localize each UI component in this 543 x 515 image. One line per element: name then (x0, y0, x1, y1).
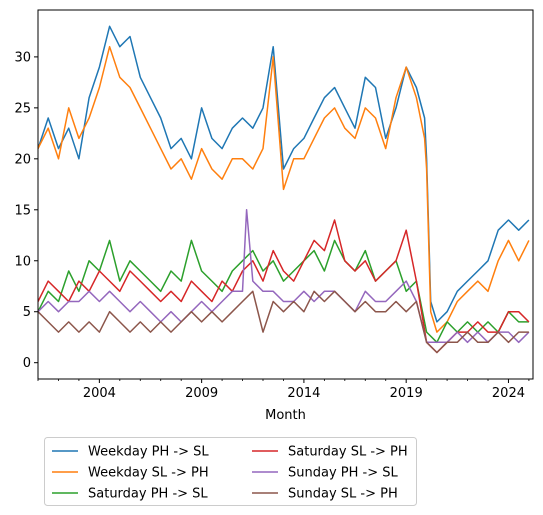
legend-box (44, 437, 417, 506)
y-tick-label: 20 (14, 152, 31, 167)
series-line-2 (38, 45, 530, 333)
x-axis-label: Month (265, 408, 306, 423)
legend-label: Saturday SL -> PH (288, 445, 408, 460)
legend-label: Saturday PH -> SL (88, 487, 208, 502)
series-line-5 (38, 209, 530, 344)
y-tick-label: 30 (14, 50, 31, 65)
legend-label: Weekday SL -> PH (88, 466, 209, 481)
x-tick-label: 2024 (492, 386, 525, 401)
y-tick-label: 0 (23, 356, 31, 371)
legend-label: Sunday SL -> PH (288, 487, 398, 502)
series-line-3 (38, 239, 529, 344)
x-tick-label: 2004 (83, 386, 116, 401)
y-tick-label: 25 (14, 101, 31, 116)
legend: Weekday PH -> SL Weekday SL -> PH Saturday… (44, 437, 417, 506)
y-tick-label: 10 (14, 254, 31, 269)
x-tick-label: 2014 (287, 386, 320, 401)
y-tick-label: 5 (23, 305, 31, 320)
x-tick-label: 2019 (390, 386, 423, 401)
series-line-4 (38, 219, 530, 354)
ticks-layer: 2004 2009 2014 2019 2024 0 5 10 15 20 25 30 (14, 50, 530, 401)
plot-frame (37, 9, 534, 380)
y-tick-label: 15 (14, 203, 31, 218)
series-line-6 (38, 290, 529, 354)
legend-label: Sunday PH -> SL (288, 466, 398, 481)
legend-label: Weekday PH -> SL (88, 445, 209, 460)
x-tick-label: 2009 (185, 386, 218, 401)
series-line-1 (38, 25, 530, 323)
series-layer (38, 25, 530, 354)
